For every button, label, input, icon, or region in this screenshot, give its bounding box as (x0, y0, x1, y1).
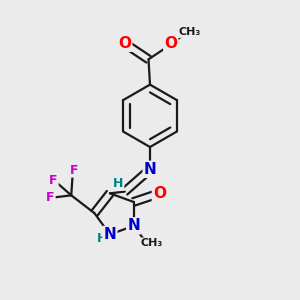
Text: CH₃: CH₃ (178, 27, 200, 37)
Text: F: F (49, 174, 58, 187)
Text: O: O (153, 186, 166, 201)
Text: O: O (164, 36, 177, 51)
Text: N: N (127, 218, 140, 233)
Text: CH₃: CH₃ (140, 238, 163, 248)
Text: N: N (144, 162, 156, 177)
Text: O: O (118, 36, 131, 51)
Text: N: N (103, 227, 116, 242)
Text: F: F (46, 191, 55, 204)
Text: F: F (69, 164, 78, 177)
Text: H: H (113, 177, 123, 190)
Text: H: H (97, 232, 108, 244)
